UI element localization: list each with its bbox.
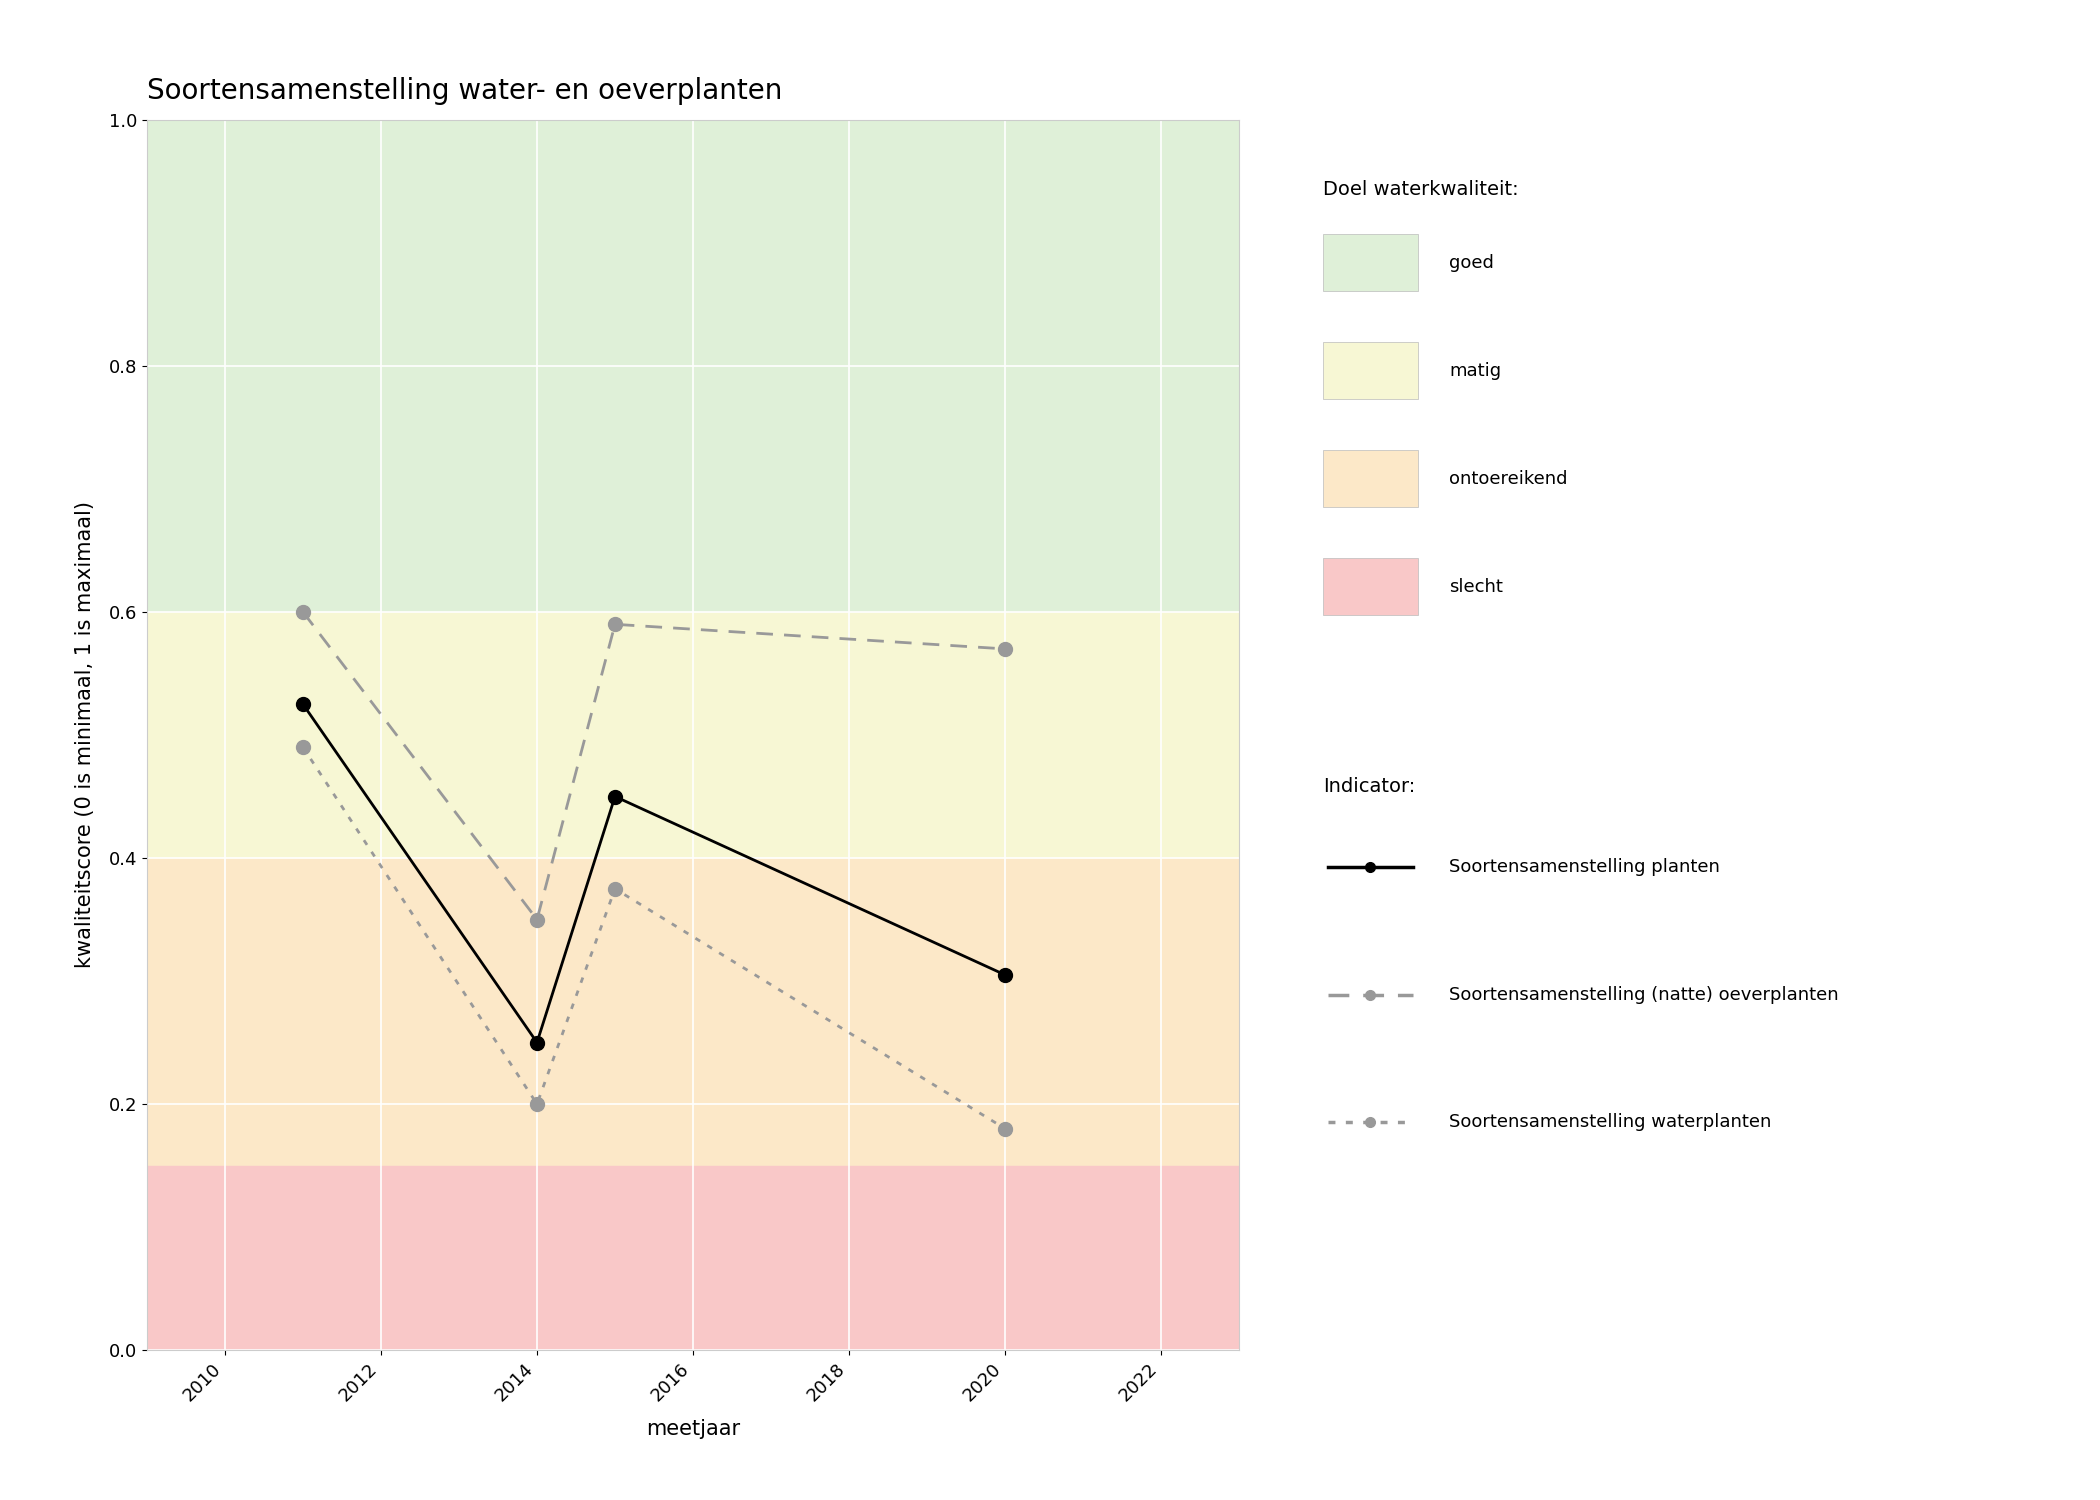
Text: Soortensamenstelling water- en oeverplanten: Soortensamenstelling water- en oeverplan… xyxy=(147,76,783,105)
Bar xyxy=(147,1166,1239,1350)
Text: Soortensamenstelling (natte) oeverplanten: Soortensamenstelling (natte) oeverplante… xyxy=(1449,986,1840,1004)
X-axis label: meetjaar: meetjaar xyxy=(647,1419,739,1438)
Text: Doel waterkwaliteit:: Doel waterkwaliteit: xyxy=(1323,180,1518,200)
Text: matig: matig xyxy=(1449,362,1502,380)
Text: ontoereikend: ontoereikend xyxy=(1449,470,1567,488)
Text: Soortensamenstelling planten: Soortensamenstelling planten xyxy=(1449,858,1720,876)
Bar xyxy=(147,858,1239,1166)
Text: Indicator:: Indicator: xyxy=(1323,777,1415,796)
Bar xyxy=(147,120,1239,612)
Text: goed: goed xyxy=(1449,254,1493,272)
Bar xyxy=(147,612,1239,858)
Y-axis label: kwaliteitscore (0 is minimaal, 1 is maximaal): kwaliteitscore (0 is minimaal, 1 is maxi… xyxy=(76,501,94,969)
Text: slecht: slecht xyxy=(1449,578,1504,596)
Text: Soortensamenstelling waterplanten: Soortensamenstelling waterplanten xyxy=(1449,1113,1772,1131)
